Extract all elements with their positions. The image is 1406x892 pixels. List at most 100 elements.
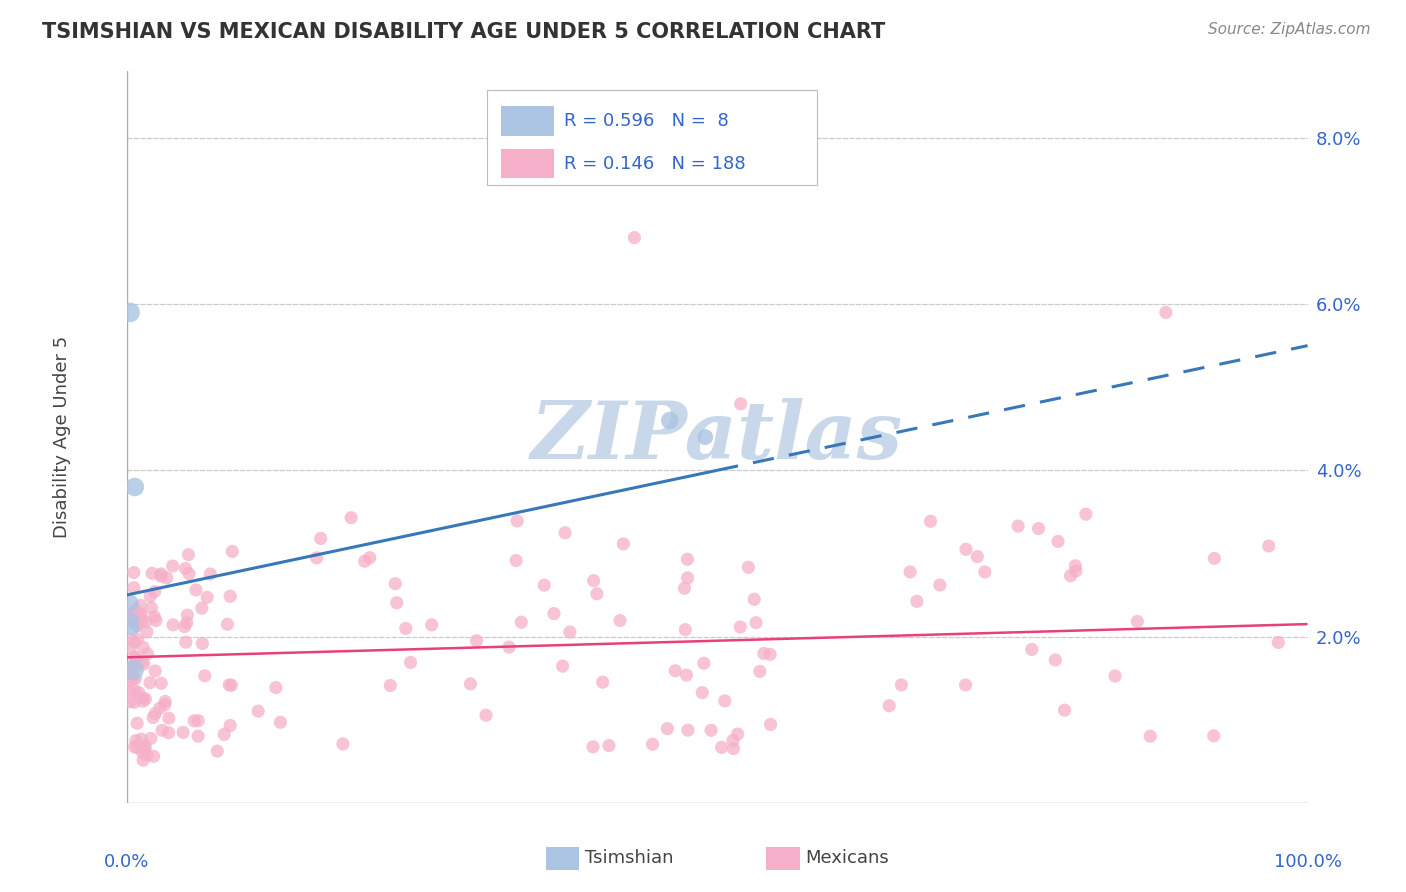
Point [143,664,166,678]
Point [150,723,173,738]
Point [124,683,146,698]
Point [966,549,988,564]
Point [173,620,195,634]
Point [132,690,155,705]
Point [124,649,146,664]
Point [120,596,142,610]
Point [124,480,146,494]
Point [890,678,912,692]
Point [174,561,197,575]
Point [420,618,443,632]
Point [127,716,149,731]
Point [385,596,408,610]
Text: Tsimshian: Tsimshian [585,849,673,867]
Point [176,615,198,630]
Point [141,600,163,615]
Point [551,659,574,673]
Point [1064,564,1087,578]
Point [973,565,995,579]
Point [122,663,145,677]
Point [728,620,751,634]
Point [380,678,402,692]
Text: R = 0.596   N =  8: R = 0.596 N = 8 [564,112,728,130]
Point [877,698,900,713]
Point [1204,551,1226,566]
Point [219,589,242,603]
Point [1064,558,1087,573]
Point [212,727,235,741]
Point [1257,539,1279,553]
Point [191,601,214,615]
Point [955,542,977,557]
Point [748,665,770,679]
Point [399,656,422,670]
Text: TSIMSHIAN VS MEXICAN DISABILITY AGE UNDER 5 CORRELATION CHART: TSIMSHIAN VS MEXICAN DISABILITY AGE UNDE… [42,22,886,42]
Point [131,614,153,628]
Point [475,708,498,723]
Point [1021,642,1043,657]
Point [157,725,180,739]
Point [1053,703,1076,717]
Point [131,654,153,668]
Point [533,578,555,592]
Point [543,607,565,621]
Point [506,514,529,528]
Point [384,576,406,591]
Point [125,740,148,755]
Point [460,677,482,691]
Point [162,559,184,574]
Point [143,706,166,721]
Point [124,695,146,709]
Point [124,672,146,686]
Point [1202,729,1225,743]
Text: 0.0%: 0.0% [104,853,149,871]
Point [141,566,163,581]
Point [920,514,942,528]
Point [120,695,142,709]
Point [623,230,645,244]
Point [120,640,142,655]
Point [737,560,759,574]
Point [129,607,152,621]
Point [690,685,713,699]
Point [582,739,605,754]
Point [221,678,243,692]
Point [752,647,775,661]
Point [156,571,179,585]
Point [612,537,634,551]
Point [121,607,143,621]
Point [122,607,145,622]
Point [134,742,156,756]
Point [183,714,205,728]
FancyBboxPatch shape [486,90,817,185]
Point [332,737,354,751]
Point [641,737,664,751]
Point [132,694,155,708]
Point [135,624,157,639]
FancyBboxPatch shape [501,149,554,178]
Text: Source: ZipAtlas.com: Source: ZipAtlas.com [1208,22,1371,37]
Point [658,413,681,427]
Point [1104,669,1126,683]
Point [143,584,166,599]
Point [129,607,152,622]
Point [177,566,200,581]
Point [135,748,157,763]
Point [465,633,488,648]
Point [122,566,145,580]
Point [673,582,696,596]
Text: R = 0.146   N = 188: R = 0.146 N = 188 [564,154,745,172]
Text: ZIPatlas: ZIPatlas [531,399,903,475]
Point [554,525,576,540]
Point [187,729,209,743]
Point [353,554,375,568]
Point [759,648,782,662]
Point [1074,507,1097,521]
Point [125,733,148,747]
Point [120,305,142,319]
Point [120,632,142,647]
Point [172,725,194,739]
Point [928,578,950,592]
Text: Mexicans: Mexicans [806,849,890,867]
Point [191,636,214,650]
